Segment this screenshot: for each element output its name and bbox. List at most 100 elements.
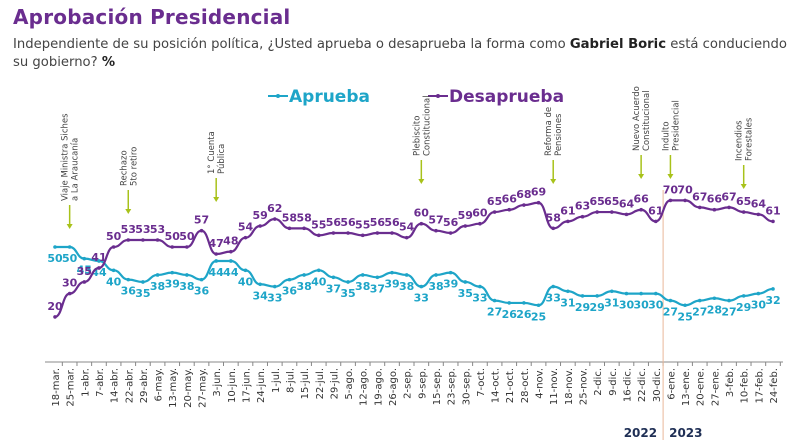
data-point-desaprueba bbox=[331, 231, 336, 235]
data-point-desaprueba bbox=[771, 219, 775, 224]
x-tick-label: 14-oct. bbox=[491, 368, 502, 403]
data-label-aprueba: 44 bbox=[223, 266, 239, 279]
data-label-aprueba: 40 bbox=[238, 275, 254, 288]
annotation-text: Constitucional bbox=[422, 95, 432, 156]
data-point-aprueba bbox=[683, 303, 687, 308]
data-label-aprueba: 27 bbox=[721, 306, 736, 319]
x-tick-label: 24-feb. bbox=[769, 368, 780, 404]
x-tick-label: 28-oct. bbox=[520, 368, 531, 403]
data-label-aprueba: 39 bbox=[384, 278, 399, 291]
data-label-aprueba: 26 bbox=[516, 308, 532, 321]
data-label-aprueba: 31 bbox=[560, 296, 575, 309]
data-label-desaprueba: 53 bbox=[135, 223, 150, 236]
data-point-desaprueba bbox=[316, 233, 321, 238]
data-label-aprueba: 40 bbox=[311, 275, 327, 288]
data-label-desaprueba: 68 bbox=[516, 188, 531, 201]
data-point-desaprueba bbox=[668, 198, 673, 203]
data-point-aprueba bbox=[566, 289, 570, 294]
x-tick-label: 25-mar. bbox=[66, 368, 77, 407]
data-label-desaprueba: 67 bbox=[721, 190, 736, 203]
data-point-desaprueba bbox=[712, 207, 717, 212]
data-point-desaprueba bbox=[756, 212, 761, 217]
data-label-desaprueba: 58 bbox=[282, 211, 297, 224]
data-label-desaprueba: 66 bbox=[633, 193, 649, 206]
x-tick-label: 3-jun. bbox=[212, 368, 223, 397]
annotation-arrow-head bbox=[638, 174, 645, 179]
x-tick-label: 20-ene. bbox=[696, 368, 707, 406]
data-label-desaprueba: 35 bbox=[77, 265, 92, 278]
data-point-desaprueba bbox=[727, 205, 731, 210]
data-point-aprueba bbox=[536, 303, 541, 308]
data-point-desaprueba bbox=[419, 221, 424, 226]
annotation-text: Pública bbox=[217, 144, 227, 174]
x-tick-label: 26-ago. bbox=[388, 368, 399, 406]
x-tick-label: 6-may. bbox=[154, 368, 165, 402]
x-tick-label: 13-ene. bbox=[681, 368, 692, 406]
data-point-desaprueba bbox=[111, 245, 116, 249]
x-tick-label: 1-jul. bbox=[271, 368, 282, 393]
legend-label-desaprueba: Desaprueba bbox=[449, 87, 564, 107]
year-label-2023: 2023 bbox=[669, 426, 702, 440]
annotation-text: Rechazo bbox=[119, 150, 129, 186]
data-label-aprueba: 30 bbox=[619, 299, 635, 312]
data-point-aprueba bbox=[331, 275, 336, 280]
x-tick-label: 18-mar. bbox=[51, 368, 62, 407]
x-tick-label: 22-dic. bbox=[637, 368, 648, 402]
data-point-desaprueba bbox=[97, 266, 101, 270]
data-point-desaprueba bbox=[53, 315, 57, 319]
data-label-aprueba: 30 bbox=[751, 299, 767, 312]
data-point-desaprueba bbox=[346, 231, 350, 235]
data-label-aprueba: 38 bbox=[399, 280, 414, 293]
data-label-desaprueba: 20 bbox=[47, 300, 63, 313]
data-point-aprueba bbox=[595, 294, 599, 298]
data-point-aprueba bbox=[272, 284, 277, 289]
data-point-desaprueba bbox=[536, 200, 541, 205]
data-label-desaprueba: 55 bbox=[311, 218, 326, 231]
x-tick-label: 29-abr. bbox=[139, 368, 150, 403]
data-point-desaprueba bbox=[507, 207, 512, 212]
x-tick-label: 6-ene. bbox=[666, 368, 677, 400]
data-point-desaprueba bbox=[302, 226, 306, 231]
x-tick-label: 29-jul. bbox=[329, 368, 340, 399]
x-tick-label: 9-sep. bbox=[417, 368, 428, 399]
data-point-aprueba bbox=[97, 259, 101, 263]
data-label-aprueba: 44 bbox=[209, 266, 225, 279]
data-label-desaprueba: 64 bbox=[751, 197, 767, 210]
data-point-desaprueba bbox=[610, 210, 614, 214]
data-point-aprueba bbox=[390, 270, 394, 275]
data-label-desaprueba: 65 bbox=[487, 195, 502, 208]
data-label-desaprueba: 41 bbox=[91, 251, 106, 264]
x-tick-label: 22-abr. bbox=[124, 368, 135, 403]
data-point-aprueba bbox=[53, 245, 57, 249]
data-point-aprueba bbox=[243, 268, 248, 273]
data-point-desaprueba bbox=[404, 235, 409, 240]
annotation-text: Nuevo Acuerdo bbox=[632, 86, 642, 151]
subtitle-text: Independiente de su posición política, ¿… bbox=[13, 37, 570, 52]
data-point-aprueba bbox=[316, 268, 321, 273]
data-point-desaprueba bbox=[595, 210, 599, 214]
data-label-aprueba: 45 bbox=[77, 264, 92, 277]
data-label-desaprueba: 54 bbox=[238, 221, 254, 234]
data-label-desaprueba: 56 bbox=[370, 216, 386, 229]
data-point-aprueba bbox=[551, 284, 556, 289]
data-point-aprueba bbox=[639, 291, 643, 296]
data-label-desaprueba: 65 bbox=[590, 195, 605, 208]
data-label-desaprueba: 47 bbox=[209, 237, 224, 250]
data-point-desaprueba bbox=[653, 219, 658, 224]
data-point-aprueba bbox=[82, 256, 87, 261]
x-tick-label: 5-ago. bbox=[344, 368, 355, 400]
data-label-aprueba: 36 bbox=[282, 285, 298, 298]
x-tick-label: 7-oct. bbox=[476, 368, 487, 397]
data-point-desaprueba bbox=[463, 224, 468, 228]
data-point-aprueba bbox=[229, 259, 233, 263]
data-label-aprueba: 33 bbox=[414, 292, 429, 305]
data-point-aprueba bbox=[199, 277, 204, 282]
data-point-desaprueba bbox=[141, 238, 145, 242]
x-tick-label: 25-nov. bbox=[579, 368, 590, 405]
data-label-desaprueba: 59 bbox=[458, 209, 473, 222]
data-point-aprueba bbox=[727, 298, 731, 303]
data-point-desaprueba bbox=[214, 252, 218, 256]
data-point-aprueba bbox=[478, 284, 482, 289]
data-point-aprueba bbox=[287, 277, 292, 282]
